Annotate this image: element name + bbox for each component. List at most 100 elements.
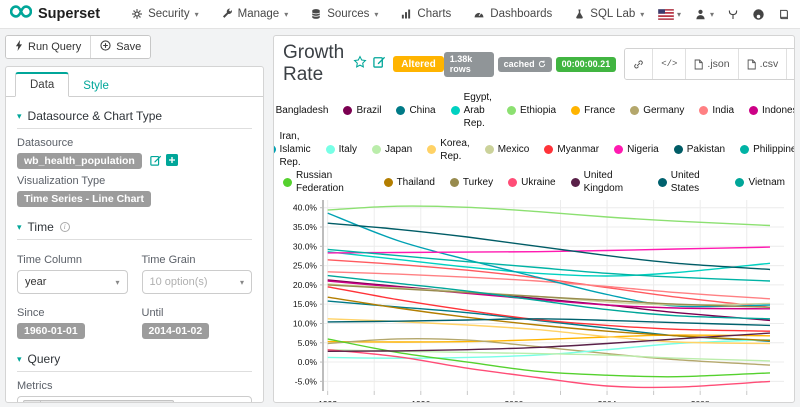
line-chart: 40.0% 35.0% 30.0% 25.0% 20.0% 15.0% 10.0% 5.0% 0… [293, 200, 784, 403]
legend-item[interactable]: Ethiopia [506, 91, 556, 130]
nav-item-sql-lab[interactable]: SQL Lab ▾ [563, 0, 655, 28]
section-time-header[interactable]: ▾ Time i [17, 220, 252, 234]
favorite-star-icon[interactable] [353, 54, 367, 74]
legend-item[interactable]: India [699, 91, 734, 130]
section-title: Query [27, 352, 61, 366]
legend-label: India [712, 105, 735, 116]
legend-item[interactable]: Japan [371, 130, 413, 169]
docs-icon[interactable] [778, 8, 790, 21]
altered-badge[interactable]: Altered [393, 56, 444, 72]
legend-item[interactable]: Philippines [740, 130, 794, 169]
navbar: Superset Security ▾ Manage ▾ Sources ▾ Charts D… [0, 0, 800, 29]
metrics-select[interactable]: × sum__SP_POP_TOTL? ×▾ [17, 396, 252, 402]
embed-code-button[interactable]: </> [652, 49, 686, 79]
edit-title-icon[interactable] [373, 55, 386, 73]
legend-item[interactable]: Indonesia [749, 91, 794, 130]
series-line [327, 296, 771, 342]
github-icon[interactable] [752, 8, 765, 21]
legend-label: Thailand [396, 176, 435, 188]
legend-row: Iran, Islamic Rep. Italy Japan Korea, Rep. M… [274, 130, 794, 169]
nav-item-label: SQL Lab [590, 8, 636, 20]
legend-swatch [427, 145, 437, 154]
time-column-select[interactable]: year ▾ [17, 270, 128, 294]
since-value-badge[interactable]: 1960-01-01 [17, 323, 85, 339]
legend-item[interactable]: Nigeria [614, 130, 659, 169]
legend-item[interactable]: Korea, Rep. [427, 130, 470, 169]
run-query-label: Run Query [28, 41, 82, 53]
version-info-icon[interactable] [727, 8, 739, 21]
svg-text:2004: 2004 [598, 399, 617, 403]
datasource-value-badge[interactable]: wb_health_population [17, 153, 142, 169]
legend-item[interactable]: Russian Federation [283, 169, 369, 195]
save-label: Save [116, 41, 142, 53]
legend-item[interactable]: Turkey [449, 169, 493, 195]
section-datasource-header[interactable]: ▾ Datasource & Chart Type [17, 109, 252, 123]
tab-style[interactable]: Style [83, 80, 109, 92]
legend-item[interactable]: Myanmar [544, 130, 599, 169]
legend-label: France [584, 105, 616, 116]
legend-label: Japan [384, 144, 413, 155]
time-grain-select[interactable]: 10 option(s) ▾ [141, 270, 252, 294]
run-query-button[interactable]: Run Query [6, 36, 91, 58]
chart-title: Growth Rate [283, 42, 345, 85]
remove-token-icon[interactable]: × [24, 401, 42, 402]
svg-text:-5.0%: -5.0% [295, 376, 318, 386]
save-button[interactable]: Save [90, 36, 151, 58]
legend-item[interactable]: Italy [325, 130, 357, 169]
legend-item[interactable]: Egypt, Arab Rep. [450, 91, 492, 130]
legend-row: Russian Federation Thailand Turkey Ukraine U… [283, 169, 785, 195]
nav-item-dashboards[interactable]: Dashboards [462, 0, 563, 28]
legend-item[interactable]: Mexico [484, 130, 529, 169]
file-icon [747, 59, 756, 69]
legend-item[interactable]: Thailand [383, 169, 435, 195]
section-query-header[interactable]: ▾ Query [17, 352, 252, 366]
export-csv-button[interactable]: .csv [737, 49, 787, 79]
legend-label: Egypt, Arab Rep. [463, 92, 492, 129]
tab-data[interactable]: Data [15, 72, 70, 97]
chart-panel: Growth Rate Altered 1.38k rows cached 00… [273, 35, 795, 403]
legend-item[interactable]: Germany [630, 91, 684, 130]
bolt-icon [15, 40, 23, 54]
gear-icon [131, 8, 143, 20]
language-flag-icon[interactable]: ▾ [657, 8, 681, 20]
edit-datasource-icon[interactable] [150, 154, 162, 169]
legend-item[interactable]: Vietnam [735, 169, 785, 195]
viz-type-value-badge[interactable]: Time Series - Line Chart [17, 191, 152, 207]
nav-item-sources[interactable]: Sources ▾ [299, 0, 389, 28]
section-title: Time [27, 220, 54, 234]
legend-label: Italy [338, 144, 357, 155]
legend-item[interactable]: Brazil [343, 91, 381, 130]
until-value-badge[interactable]: 2014-01-02 [141, 323, 210, 339]
legend-item[interactable]: France [571, 91, 615, 130]
nav-menu: Security ▾ Manage ▾ Sources ▾ Charts Dashboards… [120, 0, 655, 28]
until-label: Until [141, 307, 164, 319]
nav-item-charts[interactable]: Charts [389, 0, 462, 28]
legend-label: Russian Federation [296, 170, 344, 194]
legend-item[interactable]: China [396, 91, 436, 130]
legend-item[interactable]: United States [657, 169, 721, 195]
legend-item[interactable]: Pakistan [673, 130, 725, 169]
legend-swatch [657, 177, 667, 187]
wrench-icon [221, 8, 233, 20]
legend-item[interactable]: Iran, Islamic Rep. [274, 130, 311, 169]
view-query-button[interactable]: View Query [786, 49, 794, 79]
legend-item[interactable]: United Kingdom [570, 169, 643, 195]
open-datasource-icon[interactable] [165, 153, 178, 169]
brand[interactable]: Superset [9, 5, 100, 23]
legend-label: Philippines [753, 144, 794, 155]
legend-item[interactable]: Ukraine [508, 169, 556, 195]
short-link-button[interactable] [625, 49, 653, 79]
navbar-right: ▾ ▾ [657, 8, 790, 21]
export-json-button[interactable]: .json [685, 49, 738, 79]
series-line [327, 284, 771, 308]
svg-text:25.0%: 25.0% [293, 261, 318, 271]
time-grain-placeholder: 10 option(s) [149, 276, 208, 288]
cached-badge[interactable]: cached [497, 56, 552, 72]
nav-item-label: Sources [327, 8, 370, 20]
user-menu-icon[interactable]: ▾ [694, 8, 714, 21]
legend-item[interactable]: Bangladesh [274, 91, 329, 130]
nav-item-security[interactable]: Security ▾ [120, 0, 210, 28]
nav-item-manage[interactable]: Manage ▾ [210, 0, 300, 28]
nav-item-label: Charts [417, 8, 452, 20]
csv-label: .csv [759, 58, 779, 70]
